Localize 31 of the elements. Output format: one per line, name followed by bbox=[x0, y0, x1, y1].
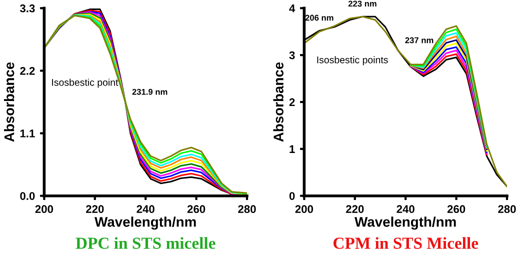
y-tick-label: 2.2 bbox=[20, 66, 35, 75]
y-axis-title: Absorbance bbox=[273, 62, 284, 142]
y-tick-label: 1 bbox=[290, 145, 295, 153]
annotation: Isosbestic point bbox=[52, 78, 118, 88]
y-tick-label: 4 bbox=[289, 4, 296, 12]
annotation: 231.9 nm bbox=[132, 88, 168, 95]
text: CPM in STS Micelle bbox=[334, 237, 478, 249]
y-tick-label: 0.0 bbox=[20, 192, 35, 200]
y-tick-label: 3 bbox=[289, 51, 295, 60]
x-tick-label: 260 bbox=[447, 205, 466, 214]
y-tick-label: 0 bbox=[289, 192, 295, 200]
x-axis-title: Wavelength/nm bbox=[354, 216, 456, 230]
annotation: 223 nm bbox=[348, 0, 376, 7]
x-tick-label: 240 bbox=[136, 205, 154, 214]
annotation: 237 nm bbox=[405, 37, 434, 44]
x-tick-label: 200 bbox=[35, 205, 54, 214]
text: DPC in STS micelle bbox=[76, 237, 216, 249]
x-tick-label: 280 bbox=[238, 205, 256, 214]
annotation: Isosbestic points bbox=[317, 56, 388, 66]
x-tick-label: 240 bbox=[396, 205, 414, 214]
y-axis-title: Absorbance bbox=[4, 62, 14, 142]
y-tick-label: 2 bbox=[289, 98, 295, 106]
x-tick-label: 220 bbox=[86, 205, 104, 214]
x-tick-label: 220 bbox=[346, 205, 364, 214]
x-axis-title: Wavelength/nm bbox=[94, 216, 196, 230]
y-tick-label: 1.1 bbox=[20, 130, 35, 138]
y-tick-label: 3.3 bbox=[20, 4, 35, 12]
x-tick-label: 280 bbox=[498, 205, 516, 214]
annotation: 206 nm bbox=[305, 14, 334, 21]
x-tick-label: 260 bbox=[187, 205, 206, 214]
x-tick-label: 200 bbox=[295, 205, 314, 214]
